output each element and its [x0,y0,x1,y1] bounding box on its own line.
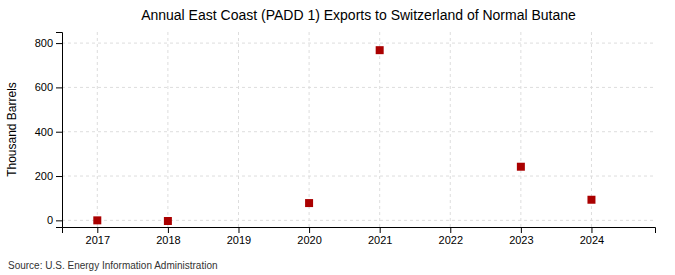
x-grid-line [167,32,168,227]
x-tick-mark [309,227,310,233]
y-tick-mark [56,87,62,88]
points [93,46,595,225]
x-tick: 2019 [227,227,251,246]
x-axis-line [63,228,656,234]
x-tick: 2018 [156,227,180,246]
x-tick-label: 2022 [439,234,463,246]
y-tick-mark [56,43,62,44]
x-tick: 2023 [509,227,533,246]
x-tick-label: 2018 [156,234,180,246]
x-tick-mark [168,227,169,233]
x-tick-label: 2017 [86,234,110,246]
point [164,217,172,225]
x-tick-label: 2023 [509,234,533,246]
x-grid-line [450,32,451,227]
point [517,163,525,171]
y-grid-line [62,220,655,221]
x-tick-label: 2024 [580,234,604,246]
y-tick: 400 [35,126,62,138]
x-tick: 2017 [86,227,110,246]
y-tick-label: 600 [35,81,53,93]
x-axis: 2017 2018 2019 2020 2021 2022 2023 2024 [63,227,656,246]
x-grid-line [97,32,98,227]
y-tick-label: 0 [47,214,53,226]
x-tick-label: 2020 [297,234,321,246]
y-tick-mark [56,132,62,133]
y-grid-line [62,176,655,177]
y-axis-line [56,33,63,228]
y-tick: 600 [35,81,62,93]
x-tick-mark [521,227,522,233]
x-grid-line [238,32,239,227]
x-tick: 2020 [297,227,321,246]
y-grid-line [62,87,655,88]
y-tick-label: 400 [35,126,53,138]
x-tick-mark [380,227,381,233]
x-tick-mark [591,227,592,233]
x-tick-label: 2019 [227,234,251,246]
y-tick-label: 200 [35,170,53,182]
y-grid-line [62,43,655,44]
x-tick-mark [97,227,98,233]
chart: 2017 2018 2019 2020 2021 2022 2023 2024 0 200 400 6… [0,0,675,275]
y-axis: 0 200 400 600 800 [35,33,63,228]
y-tick-label: 800 [35,37,53,49]
point [587,196,595,204]
y-tick: 800 [35,37,62,49]
title: Annual East Coast (PADD 1) Exports to Sw… [141,7,576,23]
x-grid-line [520,32,521,227]
x-tick-mark [238,227,239,233]
y-tick: 200 [35,170,62,182]
y-axis-title: Thousand Barrels [5,82,19,177]
x-grid-line [309,32,310,227]
x-tick-label: 2021 [368,234,392,246]
y-grid-line [62,131,655,132]
plot: 2017 2018 2019 2020 2021 2022 2023 2024 0 200 400 6… [35,32,656,246]
y-tick-mark [56,176,62,177]
y-tick: 0 [47,214,62,226]
x-grid-line [379,32,380,227]
grid [62,32,655,227]
x-tick: 2021 [368,227,392,246]
point [305,199,313,207]
source: Source: U.S. Energy Information Administ… [8,260,218,271]
x-tick: 2024 [580,227,604,246]
y-tick-mark [56,220,62,221]
x-tick-mark [450,227,451,233]
point [376,46,384,54]
x-tick: 2022 [439,227,463,246]
point [93,216,101,224]
